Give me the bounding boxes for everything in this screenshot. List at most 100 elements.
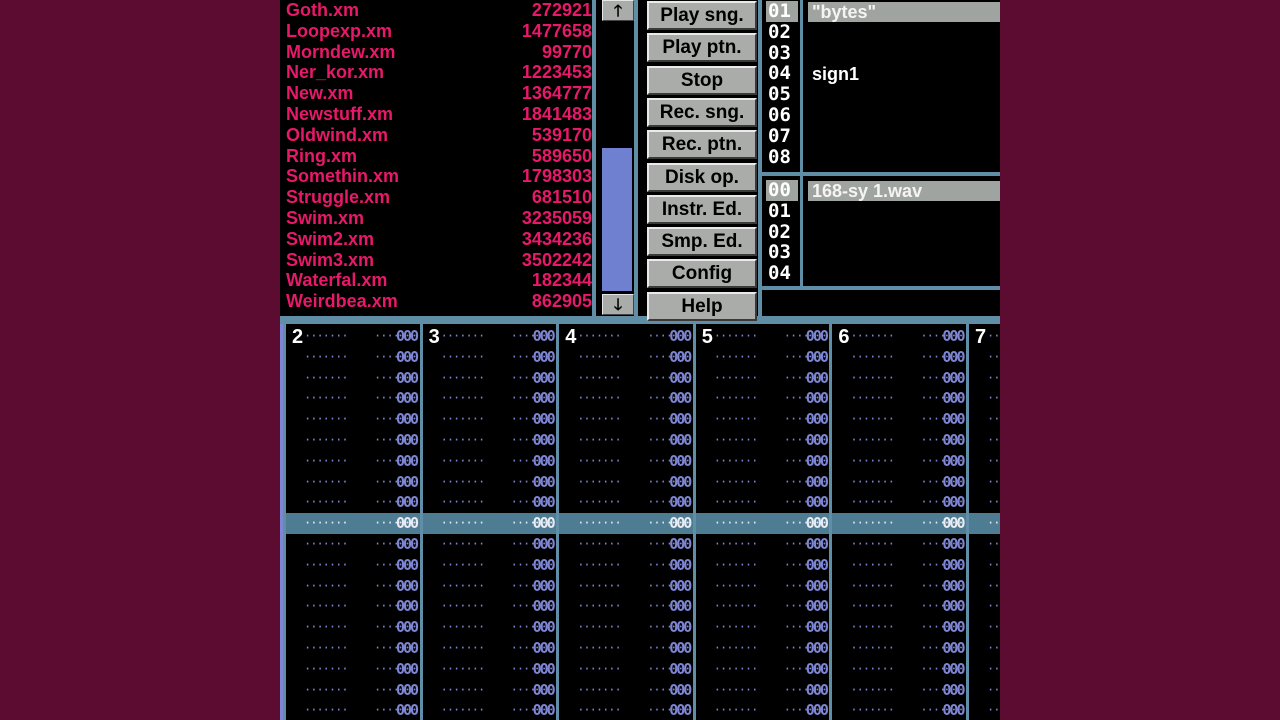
pattern-cell[interactable]: ···········000 (425, 326, 558, 347)
pattern-cell[interactable]: ···········000 (288, 451, 421, 472)
sample-name[interactable] (808, 264, 1000, 284)
pattern-cell[interactable]: ···········000 (698, 409, 831, 430)
pattern-cell[interactable]: ···········000 (288, 430, 421, 451)
sample-number[interactable]: 01 (768, 199, 791, 222)
pattern-cell[interactable]: ···········000 (561, 388, 694, 409)
pattern-cell[interactable]: ···········000 (698, 576, 831, 597)
pattern-row[interactable]: ······· ···· 000 ······· ···· 000 ······· ···· 0… (280, 513, 1000, 535)
pattern-cell[interactable]: ···········000 (971, 451, 1000, 472)
rec-ptn-button[interactable]: Rec. ptn. (647, 130, 757, 160)
pattern-cell[interactable]: ···········000 (561, 576, 694, 597)
channel-number[interactable]: 6 (838, 326, 850, 348)
instrument-number[interactable]: 07 (768, 124, 791, 147)
pattern-cell[interactable]: ···········000 (698, 638, 831, 659)
pattern-cell[interactable]: ···········000 (698, 430, 831, 451)
pattern-cell[interactable]: ···········000 (425, 534, 558, 555)
pattern-cell[interactable]: ···········000 (425, 617, 558, 638)
pattern-cell[interactable]: ···········000 (561, 430, 694, 451)
pattern-cell[interactable]: ···········000 (425, 430, 558, 451)
pattern-cell[interactable]: ···········000 (561, 555, 694, 576)
sample-number[interactable]: 02 (768, 220, 791, 243)
pattern-cell[interactable]: ···········000 (834, 326, 967, 347)
file-row[interactable]: Ner_kor.xm 1223453 (286, 62, 592, 83)
pattern-cell[interactable]: ···········000 (834, 430, 967, 451)
instrument-name[interactable]: sign1 (812, 64, 860, 85)
help-button[interactable]: Help (647, 291, 757, 321)
pattern-cell[interactable]: ···········000 (288, 638, 421, 659)
pattern-cell[interactable]: ···········000 (288, 659, 421, 680)
scroll-up-button[interactable]: 🡑 (602, 0, 634, 21)
pattern-cell[interactable]: ···········000 (834, 472, 967, 493)
instrument-name[interactable] (808, 23, 1000, 43)
pattern-cell[interactable]: ···········000 (425, 659, 558, 680)
pattern-cell[interactable]: ···········000 (698, 472, 831, 493)
pattern-cell[interactable]: ···········000 (425, 638, 558, 659)
pattern-cell[interactable]: ···········000 (834, 617, 967, 638)
file-row[interactable]: Newstuff.xm 1841483 (286, 104, 592, 125)
pattern-cell[interactable]: ···········000 (698, 347, 831, 368)
pattern-row[interactable]: ······· ···· 000 ······· ···· 000 ······· ···· 0… (280, 388, 1000, 409)
pattern-cell[interactable]: ···········000 (834, 700, 967, 720)
pattern-cell[interactable]: ···········000 (288, 492, 421, 513)
pattern-cell[interactable]: ···········000 (971, 388, 1000, 409)
pattern-cell[interactable]: ···········000 (698, 534, 831, 555)
pattern-cell[interactable]: ···········000 (971, 430, 1000, 451)
pattern-cell[interactable]: ···········000 (834, 680, 967, 701)
pattern-cell[interactable]: ···········000 (698, 326, 831, 347)
pattern-cell[interactable]: ···········000 (288, 347, 421, 368)
pattern-row[interactable]: ······· ···· 000 ······· ···· 000 ······· ···· 0… (280, 555, 1000, 576)
pattern-cell[interactable]: ···········000 (698, 659, 831, 680)
pattern-cell[interactable]: ···········000 (561, 680, 694, 701)
file-row[interactable]: Morndew.xm 99770 (286, 42, 592, 63)
pattern-row[interactable]: ······· ···· 000 ······· ···· 000 ······· ···· 0… (280, 617, 1000, 638)
pattern-cell[interactable]: ···········000 (834, 534, 967, 555)
pattern-cell[interactable]: ···········000 (561, 451, 694, 472)
sample-name[interactable]: 168-sy 1.wav (808, 181, 1000, 201)
instrument-name[interactable] (808, 127, 1000, 147)
pattern-cell[interactable]: ···········000 (561, 534, 694, 555)
pattern-cell[interactable]: ···········000 (288, 596, 421, 617)
pattern-cell[interactable]: ···········000 (425, 576, 558, 597)
file-row[interactable]: Swim2.xm 3434236 (286, 229, 592, 250)
stop-button[interactable]: Stop (647, 65, 757, 95)
instrument-number[interactable]: 03 (768, 41, 791, 64)
file-row[interactable]: Oldwind.xm 539170 (286, 125, 592, 146)
pattern-cell[interactable]: ···········000 (834, 638, 967, 659)
sample-number[interactable]: 03 (768, 241, 791, 264)
file-row[interactable]: Somethin.xm 1798303 (286, 166, 592, 187)
sample-name[interactable] (808, 223, 1000, 243)
instrument-name[interactable] (808, 106, 1000, 126)
pattern-row[interactable]: ······· ···· 000 ······· ···· 000 ······· ···· 0… (280, 472, 1000, 493)
pattern-cell[interactable]: ···········000 (561, 513, 694, 534)
pattern-cell[interactable]: ···········000 (834, 492, 967, 513)
pattern-row[interactable]: ······· ···· 000 ······· ···· 000 ······· ···· 0… (280, 576, 1000, 597)
pattern-cell[interactable]: ···········000 (425, 368, 558, 389)
pattern-cell[interactable]: ···········000 (698, 492, 831, 513)
pattern-cell[interactable]: ···········000 (971, 617, 1000, 638)
pattern-cell[interactable]: ···········000 (971, 700, 1000, 720)
instrument-number[interactable]: 06 (768, 104, 791, 126)
rec-sng-button[interactable]: Rec. sng. (647, 97, 757, 127)
pattern-cell[interactable]: ···········000 (425, 388, 558, 409)
channel-number[interactable]: 5 (701, 326, 713, 348)
instrument-number[interactable]: 04 (768, 62, 791, 85)
pattern-cell[interactable]: ···········000 (425, 513, 558, 534)
pattern-cell[interactable]: ···········000 (561, 700, 694, 720)
disk-op-button[interactable]: Disk op. (647, 162, 757, 192)
scrollbar-thumb[interactable] (602, 148, 632, 291)
file-row[interactable]: Struggle.xm 681510 (286, 187, 592, 208)
pattern-cell[interactable]: ···········000 (834, 368, 967, 389)
pattern-cell[interactable]: ···········000 (288, 388, 421, 409)
sample-name[interactable] (808, 202, 1000, 222)
pattern-row[interactable]: ······· ···· 000 ······· ···· 000 ······· ···· 0… (280, 492, 1000, 513)
pattern-cell[interactable]: ···········000 (834, 451, 967, 472)
config-button[interactable]: Config (647, 259, 757, 289)
play-ptn-button[interactable]: Play ptn. (647, 33, 757, 63)
file-row[interactable]: Swim3.xm 3502242 (286, 250, 592, 271)
pattern-cell[interactable]: ···········000 (561, 472, 694, 493)
file-row[interactable]: Ring.xm 589650 (286, 146, 592, 167)
file-row[interactable]: Weirdbea.xm 862905 (286, 291, 592, 312)
pattern-row[interactable]: ······· ···· 000 ······· ···· 000 ······· ···· 0… (280, 451, 1000, 472)
pattern-cell[interactable]: ···········000 (698, 513, 831, 534)
pattern-cell[interactable]: ···········000 (425, 700, 558, 720)
